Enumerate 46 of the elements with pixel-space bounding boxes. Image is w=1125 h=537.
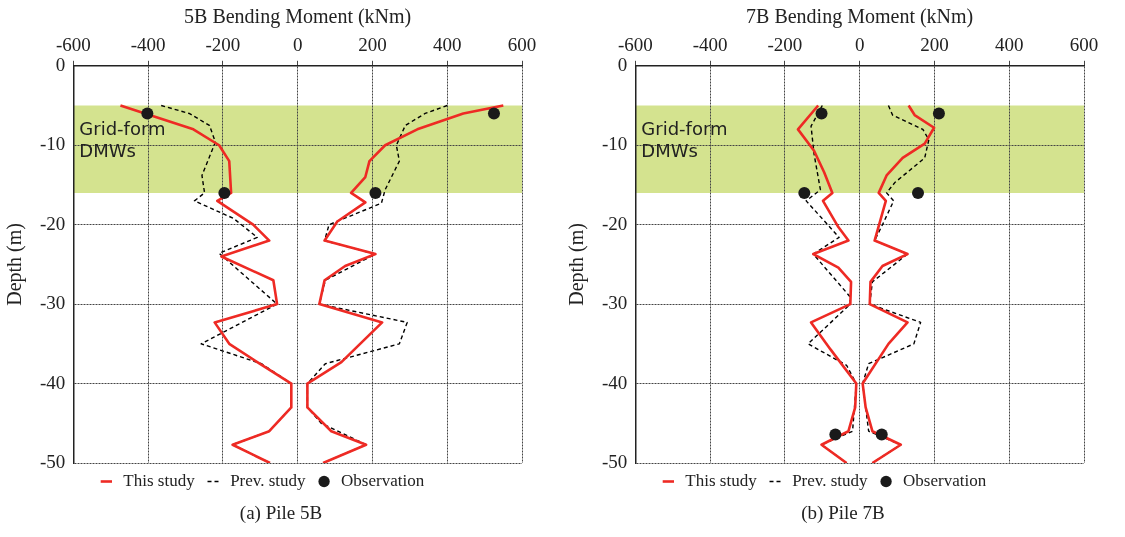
x-tick-label: -600 bbox=[55, 34, 91, 56]
legend-label: Observation bbox=[341, 470, 425, 490]
point bbox=[815, 107, 828, 120]
legend-label: This study bbox=[123, 470, 196, 490]
x-axis-title: 5B Bending Moment (kNm) bbox=[184, 5, 412, 29]
text: (b) Pile 7B bbox=[800, 502, 886, 524]
x-tick-label: 0 bbox=[292, 34, 303, 56]
legend-label: Prev. study bbox=[230, 470, 307, 490]
y-tick-label: -20 bbox=[40, 212, 66, 234]
band-label: Grid-form DMWs bbox=[79, 118, 166, 162]
point bbox=[911, 186, 924, 199]
y-tick-label: -30 bbox=[602, 292, 628, 314]
point bbox=[932, 107, 945, 120]
point bbox=[875, 428, 888, 441]
y-tick-label: -40 bbox=[602, 371, 628, 393]
x-tick-label: -200 bbox=[205, 34, 241, 56]
x-axis-title: 7B Bending Moment (kNm) bbox=[746, 5, 974, 29]
x-tick-label: 200 bbox=[920, 34, 949, 56]
y-tick-label: -30 bbox=[40, 292, 66, 314]
x-tick-label: -400 bbox=[130, 34, 166, 56]
y-axis-title: Depth (m) bbox=[3, 223, 27, 306]
legend-label: Prev. study bbox=[792, 470, 869, 490]
x-tick-label: 0 bbox=[854, 34, 865, 56]
y-tick-label: -40 bbox=[40, 371, 66, 393]
x-tick-label: -600 bbox=[617, 34, 653, 56]
y-tick-label: 0 bbox=[617, 53, 628, 75]
y-tick-label: -10 bbox=[40, 133, 66, 155]
y-tick-label: -50 bbox=[602, 450, 628, 472]
point bbox=[829, 428, 842, 441]
y-axis-title: Depth (m) bbox=[565, 223, 589, 306]
x-tick-label: -400 bbox=[692, 34, 728, 56]
y-tick-label: 0 bbox=[55, 53, 66, 75]
point bbox=[798, 186, 811, 199]
x-tick-label: 600 bbox=[1069, 34, 1099, 56]
legend-label: Observation bbox=[903, 470, 987, 490]
x-tick-label: 600 bbox=[507, 34, 537, 56]
text: (a) Pile 5B bbox=[238, 502, 324, 524]
y-tick-label: -50 bbox=[40, 450, 66, 472]
x-tick-label: 400 bbox=[432, 34, 462, 56]
y-tick-label: -20 bbox=[602, 212, 628, 234]
x-tick-label: 400 bbox=[994, 34, 1024, 56]
x-tick-label: 200 bbox=[358, 34, 387, 56]
y-tick-label: -10 bbox=[602, 133, 628, 155]
band-label: Grid-form DMWs bbox=[641, 118, 728, 162]
x-tick-label: -200 bbox=[767, 34, 803, 56]
legend-label: This study bbox=[685, 470, 758, 490]
